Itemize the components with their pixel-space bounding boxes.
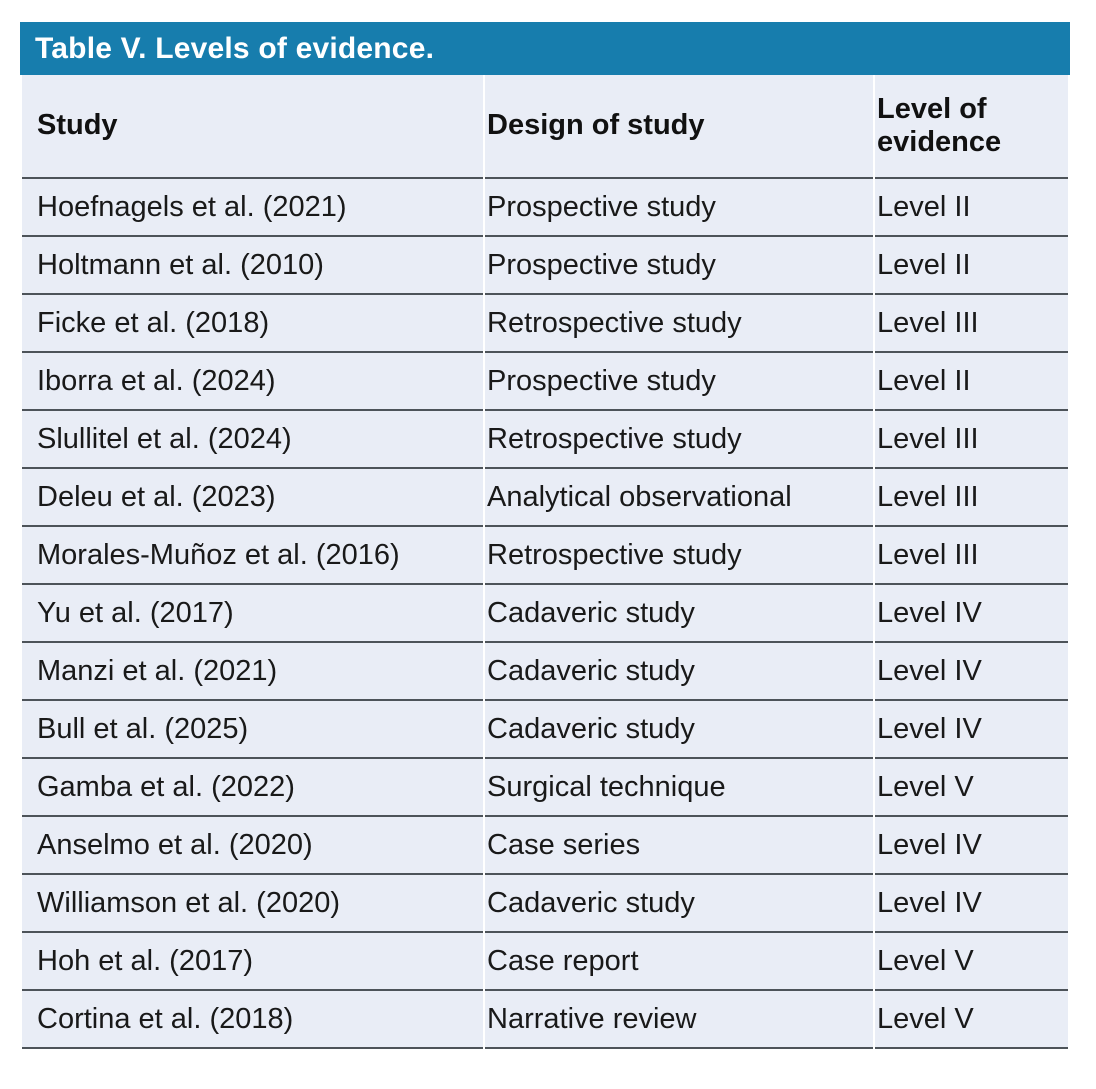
level-cell: Level II [875, 237, 1068, 295]
design-cell: Cadaveric study [485, 701, 873, 759]
level-cell: Level II [875, 353, 1068, 411]
level-cell: Level IV [875, 701, 1068, 759]
table-row: Slullitel et al. (2024) Retrospective st… [22, 411, 1068, 469]
design-cell: Narrative review [485, 991, 873, 1049]
table-row: Hoefnagels et al. (2021) Prospective stu… [22, 179, 1068, 237]
design-cell: Retrospective study [485, 527, 873, 585]
study-cell: Yu et al. (2017) [22, 585, 483, 643]
level-cell: Level III [875, 411, 1068, 469]
level-cell: Level III [875, 469, 1068, 527]
study-cell: Manzi et al. (2021) [22, 643, 483, 701]
study-cell: Bull et al. (2025) [22, 701, 483, 759]
column-header-level: Level of evidence [875, 75, 1068, 179]
study-cell: Williamson et al. (2020) [22, 875, 483, 933]
study-cell: Hoefnagels et al. (2021) [22, 179, 483, 237]
study-cell: Morales-Muñoz et al. (2016) [22, 527, 483, 585]
table-row: Hoh et al. (2017) Case report Level V [22, 933, 1068, 991]
study-cell: Gamba et al. (2022) [22, 759, 483, 817]
design-cell: Prospective study [485, 179, 873, 237]
table-row: Bull et al. (2025) Cadaveric study Level… [22, 701, 1068, 759]
level-cell: Level III [875, 527, 1068, 585]
level-cell: Level II [875, 179, 1068, 237]
level-cell: Level IV [875, 643, 1068, 701]
column-header-design: Design of study [485, 75, 873, 179]
study-cell: Ficke et al. (2018) [22, 295, 483, 353]
design-cell: Prospective study [485, 353, 873, 411]
study-cell: Iborra et al. (2024) [22, 353, 483, 411]
level-cell: Level V [875, 991, 1068, 1049]
design-cell: Surgical technique [485, 759, 873, 817]
design-cell: Case report [485, 933, 873, 991]
study-cell: Deleu et al. (2023) [22, 469, 483, 527]
study-cell: Cortina et al. (2018) [22, 991, 483, 1049]
level-cell: Level IV [875, 585, 1068, 643]
level-cell: Level III [875, 295, 1068, 353]
evidence-table: Study Design of study Level of evidence … [20, 75, 1070, 1049]
table-header: Study Design of study Level of evidence [22, 75, 1068, 179]
level-cell: Level IV [875, 875, 1068, 933]
table-row: Holtmann et al. (2010) Prospective study… [22, 237, 1068, 295]
table-row: Ficke et al. (2018) Retrospective study … [22, 295, 1068, 353]
design-cell: Case series [485, 817, 873, 875]
design-cell: Cadaveric study [485, 643, 873, 701]
design-cell: Cadaveric study [485, 585, 873, 643]
table-row: Iborra et al. (2024) Prospective study L… [22, 353, 1068, 411]
level-cell: Level V [875, 933, 1068, 991]
design-cell: Prospective study [485, 237, 873, 295]
table-row: Anselmo et al. (2020) Case series Level … [22, 817, 1068, 875]
level-cell: Level V [875, 759, 1068, 817]
table-row: Manzi et al. (2021) Cadaveric study Leve… [22, 643, 1068, 701]
header-row: Study Design of study Level of evidence [22, 75, 1068, 179]
level-cell: Level IV [875, 817, 1068, 875]
table-row: Cortina et al. (2018) Narrative review L… [22, 991, 1068, 1049]
table-row: Deleu et al. (2023) Analytical observati… [22, 469, 1068, 527]
evidence-table-container: Table V. Levels of evidence. Study Desig… [20, 22, 1070, 1049]
design-cell: Retrospective study [485, 411, 873, 469]
study-cell: Holtmann et al. (2010) [22, 237, 483, 295]
column-header-study: Study [22, 75, 483, 179]
table-row: Yu et al. (2017) Cadaveric study Level I… [22, 585, 1068, 643]
table-row: Gamba et al. (2022) Surgical technique L… [22, 759, 1068, 817]
table-body: Hoefnagels et al. (2021) Prospective stu… [22, 179, 1068, 1049]
study-cell: Slullitel et al. (2024) [22, 411, 483, 469]
design-cell: Cadaveric study [485, 875, 873, 933]
study-cell: Anselmo et al. (2020) [22, 817, 483, 875]
table-row: Morales-Muñoz et al. (2016) Retrospectiv… [22, 527, 1068, 585]
design-cell: Analytical observational [485, 469, 873, 527]
study-cell: Hoh et al. (2017) [22, 933, 483, 991]
design-cell: Retrospective study [485, 295, 873, 353]
table-title-bar: Table V. Levels of evidence. [20, 22, 1070, 75]
table-row: Williamson et al. (2020) Cadaveric study… [22, 875, 1068, 933]
